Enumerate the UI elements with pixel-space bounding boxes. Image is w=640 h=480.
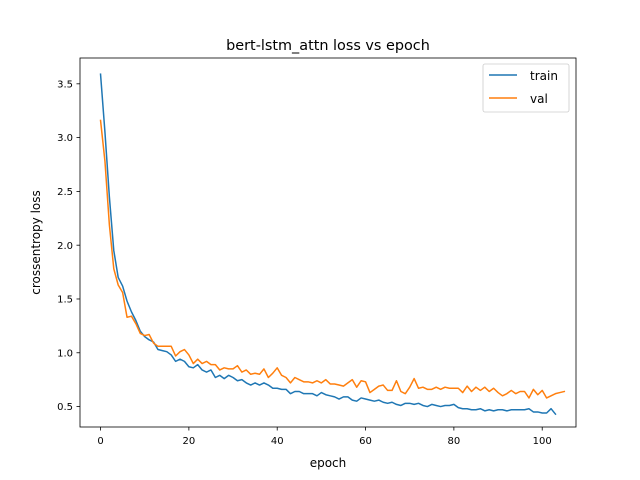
series-layer — [99, 73, 566, 416]
x-tick-label: 0 — [97, 436, 103, 447]
y-tick-label: 1.0 — [57, 348, 73, 359]
legend-label-val: val — [530, 92, 548, 106]
chart-title: bert-lstm_attn loss vs epoch — [226, 38, 430, 54]
y-tick-label: 2.0 — [57, 241, 73, 252]
y-tick-label: 3.5 — [57, 79, 73, 90]
x-axis: 0 20 40 60 80 100 — [97, 427, 552, 447]
y-tick-label: 0.5 — [57, 402, 73, 413]
series-line-train — [99, 73, 557, 416]
legend-label-train: train — [530, 69, 558, 83]
y-axis: 0.5 1.0 1.5 2.0 2.5 3.0 3.5 — [57, 79, 80, 413]
x-axis-label: epoch — [310, 456, 347, 470]
x-tick-label: 20 — [183, 436, 196, 447]
series-line-val — [99, 119, 566, 399]
y-tick-label: 2.5 — [57, 187, 73, 198]
legend: train val — [482, 63, 570, 113]
plot-frame — [79, 57, 577, 428]
x-tick-label: 80 — [448, 436, 461, 447]
x-tick-label: 40 — [271, 436, 284, 447]
y-tick-label: 3.0 — [57, 133, 73, 144]
legend-box — [482, 63, 570, 113]
x-tick-label: 60 — [359, 436, 372, 447]
y-axis-label: crossentropy loss — [29, 190, 43, 295]
x-tick-label: 100 — [533, 436, 552, 447]
y-tick-label: 1.5 — [57, 295, 73, 306]
